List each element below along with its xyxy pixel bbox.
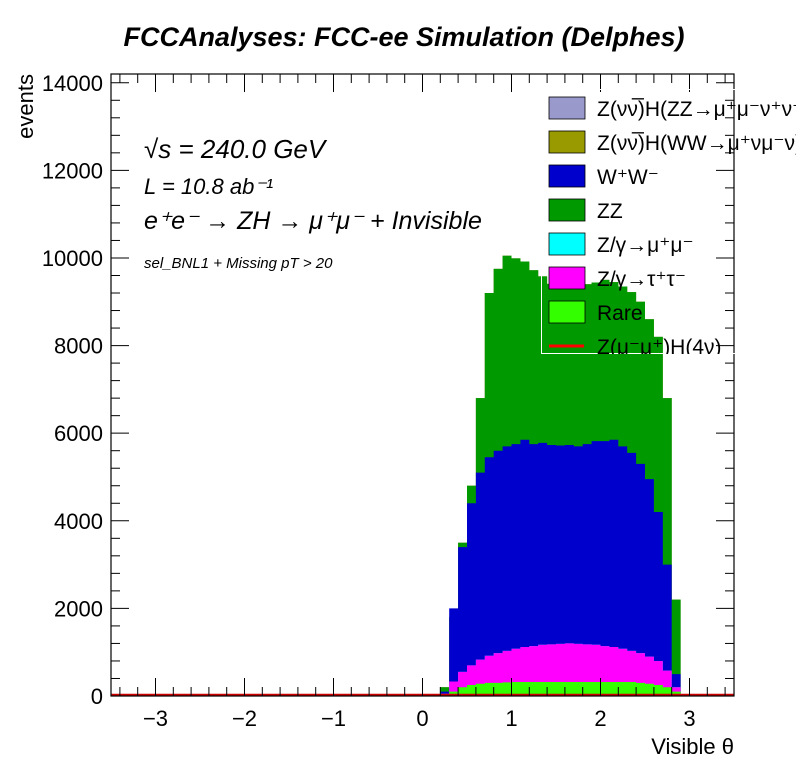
legend-swatch <box>548 198 586 222</box>
legend-label: Z/γ→τ⁺τ⁻ <box>597 268 686 291</box>
histogram-series-w-w <box>440 439 681 696</box>
y-tick-label: 10000 <box>42 246 103 271</box>
y-tick-label: 14000 <box>42 71 103 96</box>
annotation-energy: √s = 240.0 GeV <box>144 134 328 164</box>
y-tick-label: 0 <box>91 684 103 709</box>
annotation-luminosity: L = 10.8 ab⁻¹ <box>144 174 273 199</box>
axis-ticks: −3 −2 −1 0 1 2 3 0 2000 4000 6000 8000 10000 12000 140… <box>42 71 734 731</box>
legend-swatch <box>548 266 586 290</box>
legend-label: Z(νν̅)H(WW→μ⁺νμ⁻ν) <box>597 132 796 155</box>
legend-swatch <box>548 164 586 188</box>
x-axis-label: Visible θ <box>651 734 734 759</box>
legend-label: Rare <box>597 302 643 325</box>
legend-frame <box>541 89 796 354</box>
y-axis-label: events <box>13 74 38 139</box>
legend-swatch <box>548 96 586 120</box>
x-tick-label: −1 <box>321 706 346 731</box>
y-tick-label: 12000 <box>42 158 103 183</box>
y-tick-label: 6000 <box>54 421 103 446</box>
x-tick-label: 1 <box>505 706 517 731</box>
x-tick-label: −3 <box>143 706 168 731</box>
stacked-histogram <box>440 255 681 696</box>
annotation-block: √s = 240.0 GeV L = 10.8 ab⁻¹ e⁺e⁻ → ZH →… <box>144 134 482 272</box>
legend-swatch <box>548 232 586 256</box>
legend-swatch <box>548 300 586 324</box>
x-tick-label: 3 <box>683 706 695 731</box>
y-tick-label: 4000 <box>54 509 103 534</box>
chart-title: FCCAnalyses: FCC-ee Simulation (Delphes) <box>123 22 684 52</box>
x-tick-label: 2 <box>594 706 606 731</box>
y-tick-label: 8000 <box>54 334 103 359</box>
legend-label: Z(νν̅)H(ZZ→μ⁺μ⁻ν⁺ν⁻) <box>597 98 796 121</box>
legend-label: W⁺W⁻ <box>597 166 659 189</box>
x-tick-label: 0 <box>416 706 428 731</box>
legend-label: Z(μ⁻μ⁺)H(4ν) <box>597 336 722 359</box>
annotation-process: e⁺e⁻ → ZH → μ⁺μ⁻ + Invisible <box>144 207 482 235</box>
histogram-series-rare <box>440 681 681 696</box>
y-tick-label: 2000 <box>54 596 103 621</box>
legend: Z(νν̅)H(ZZ→μ⁺μ⁻ν⁺ν⁻) Z(νν̅)H(WW→μ⁺νμ⁻ν) W⁺… <box>541 89 796 359</box>
legend-swatch <box>548 130 586 154</box>
annotation-selection: sel_BNL1 + Missing pT > 20 <box>144 255 333 272</box>
x-tick-label: −2 <box>232 706 257 731</box>
legend-label: ZZ <box>597 200 623 223</box>
legend-label: Z/γ→μ⁺μ⁻ <box>597 234 694 257</box>
